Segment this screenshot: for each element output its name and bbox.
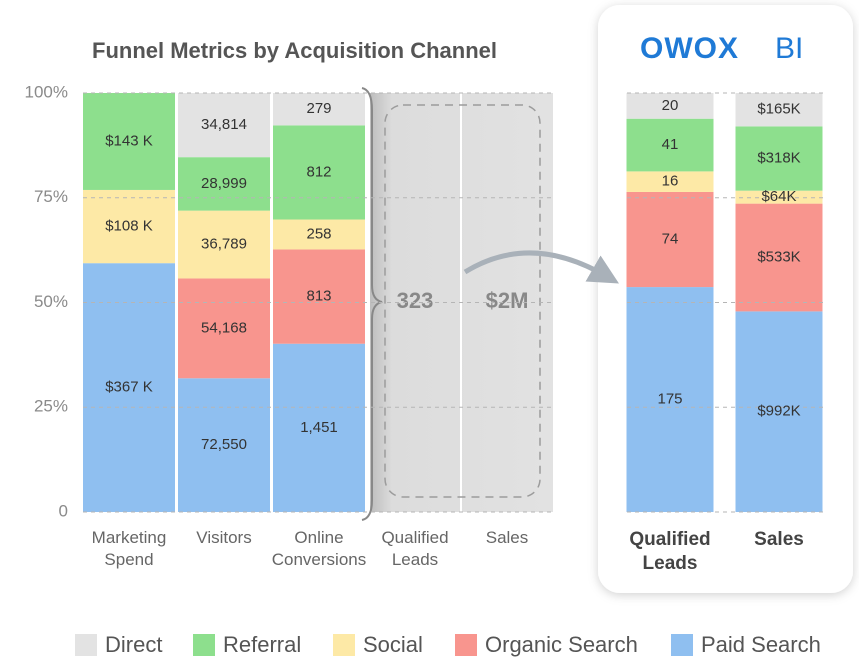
bar-segment bbox=[626, 93, 714, 119]
bar-segment bbox=[273, 219, 365, 250]
data-label: $318K bbox=[757, 149, 800, 166]
brand-suffix: BI bbox=[775, 32, 803, 65]
bar-segment bbox=[735, 190, 823, 204]
bar-segment bbox=[178, 278, 270, 379]
data-label: 1,451 bbox=[300, 419, 338, 436]
bar-segment bbox=[626, 287, 714, 512]
data-label: 16 bbox=[662, 173, 679, 190]
data-label: $64K bbox=[761, 188, 796, 205]
total-label: 323 bbox=[397, 288, 434, 313]
data-label: 813 bbox=[306, 288, 331, 305]
legend-swatch bbox=[333, 634, 355, 656]
legend-label: Referral bbox=[223, 632, 301, 657]
legend-label: Direct bbox=[105, 632, 162, 657]
data-label: $533K bbox=[757, 248, 800, 265]
legend-label: Social bbox=[363, 632, 423, 657]
data-label: $165K bbox=[757, 101, 800, 118]
x-tick-label: Qualified Leads bbox=[381, 528, 449, 569]
x-tick-label: Online Conversions bbox=[271, 528, 367, 569]
bar-segment bbox=[178, 378, 270, 512]
data-label: $367 K bbox=[105, 379, 153, 396]
placeholder-frame bbox=[384, 104, 541, 498]
data-label: $992K bbox=[757, 403, 800, 420]
total-label: $2M bbox=[486, 288, 529, 313]
data-label: 812 bbox=[306, 163, 331, 180]
chart-title: Funnel Metrics by Acquisition Channel bbox=[92, 38, 497, 63]
y-tick-label: 0 bbox=[59, 501, 68, 520]
bar-segment bbox=[735, 311, 823, 512]
bar-segment bbox=[178, 210, 270, 279]
bar-segment bbox=[735, 126, 823, 191]
data-label: 41 bbox=[662, 136, 679, 153]
bar-segment bbox=[178, 93, 270, 158]
data-label: 258 bbox=[306, 225, 331, 242]
x-tick-label: Visitors bbox=[196, 528, 252, 547]
data-label: 72,550 bbox=[201, 436, 247, 453]
legend-swatch bbox=[75, 634, 97, 656]
legend-swatch bbox=[455, 634, 477, 656]
data-label: $143 K bbox=[105, 132, 153, 149]
data-label: 20 bbox=[662, 97, 679, 114]
legend-label: Organic Search bbox=[485, 632, 638, 657]
data-label: 74 bbox=[662, 230, 679, 247]
data-label: 28,999 bbox=[201, 175, 247, 192]
arrow bbox=[463, 250, 619, 284]
data-label: 175 bbox=[657, 391, 682, 408]
bar-segment bbox=[273, 93, 365, 126]
bar-segment bbox=[83, 189, 175, 264]
data-label: 34,814 bbox=[201, 116, 247, 133]
bar-segment bbox=[735, 203, 823, 312]
bar-segment bbox=[735, 93, 823, 127]
y-tick-label: 50% bbox=[34, 292, 68, 311]
bar-segment bbox=[83, 263, 175, 512]
x-tick-label: Qualified Leads bbox=[629, 529, 711, 574]
y-tick-label: 100% bbox=[25, 82, 68, 101]
data-label: 54,168 bbox=[201, 319, 247, 336]
bar-segment bbox=[626, 118, 714, 172]
bar-segment bbox=[626, 191, 714, 288]
bar-segment bbox=[273, 343, 365, 512]
data-label: 279 bbox=[306, 100, 331, 117]
y-tick-label: 75% bbox=[34, 187, 68, 206]
legend-label: Paid Search bbox=[701, 632, 821, 657]
bar-segment bbox=[626, 171, 714, 192]
legend-swatch bbox=[671, 634, 693, 656]
x-tick-label: Marketing Spend bbox=[91, 528, 167, 569]
y-tick-label: 25% bbox=[34, 397, 68, 416]
bar-segment bbox=[273, 249, 365, 344]
bar-segment bbox=[178, 157, 270, 211]
data-label: 36,789 bbox=[201, 235, 247, 252]
bar-segment bbox=[273, 125, 365, 220]
bar-segment bbox=[83, 93, 175, 190]
legend-swatch bbox=[193, 634, 215, 656]
data-label: $108 K bbox=[105, 218, 153, 235]
x-tick-label: Sales bbox=[754, 529, 804, 550]
brand-name: OWOX bbox=[640, 32, 739, 65]
x-tick-label: Sales bbox=[485, 528, 529, 547]
